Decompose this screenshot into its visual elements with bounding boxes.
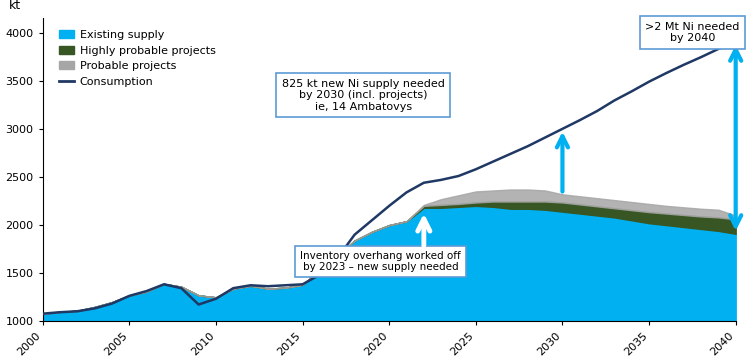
- Text: 825 kt new Ni supply needed
by 2030 (incl. projects)
ie, 14 Ambatovys: 825 kt new Ni supply needed by 2030 (inc…: [282, 78, 444, 112]
- Legend: Existing supply, Highly probable projects, Probable projects, Consumption: Existing supply, Highly probable project…: [55, 27, 219, 90]
- Text: >2 Mt Ni needed
by 2040: >2 Mt Ni needed by 2040: [645, 22, 739, 44]
- Y-axis label: kt: kt: [9, 0, 21, 12]
- Text: Inventory overhang worked off
by 2023 – new supply needed: Inventory overhang worked off by 2023 – …: [300, 251, 461, 273]
